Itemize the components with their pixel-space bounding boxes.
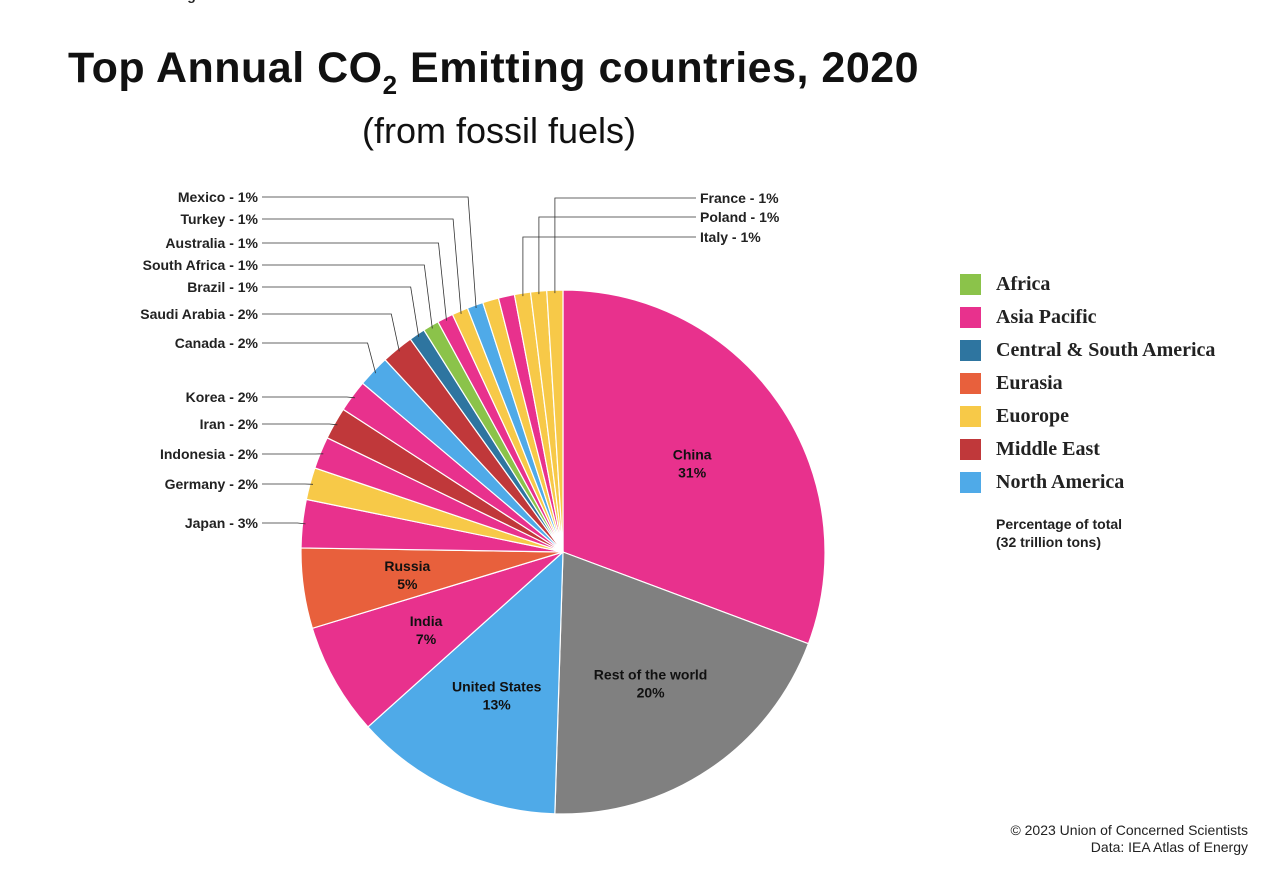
legend-item-asia-pacific: Asia Pacific <box>960 301 1215 334</box>
leader-italy <box>522 236 696 297</box>
slice-china <box>562 289 826 645</box>
callout-saudi-arabia: Saudi Arabia - 2% <box>140 306 258 322</box>
slice-rest-of-the-world <box>554 551 810 815</box>
legend-item-central-south-america: Central & South America <box>960 334 1215 367</box>
slice-label-china: China <box>673 446 712 462</box>
title-subscript: 2 <box>382 70 398 100</box>
legend-swatch-asia-pacific <box>960 307 981 328</box>
callout-turkey: Turkey - 1% <box>180 211 258 227</box>
legend-item-north-america: North America <box>960 466 1215 499</box>
credits: © 2023 Union of Concerned Scientists Dat… <box>1010 822 1248 856</box>
copyright-text: © 2023 Union of Concerned Scientists <box>1010 822 1248 838</box>
callout-japan: Japan - 3% <box>185 515 259 531</box>
legend: Africa Asia Pacific Central & South Americ… <box>960 268 1215 499</box>
leader-france <box>554 197 696 294</box>
slice-value-india: 7% <box>416 631 437 647</box>
note-line-2: (32 trillion tons) <box>996 534 1101 550</box>
chart-subtitle: (from fossil fuels) <box>362 110 637 151</box>
leader-canada <box>262 342 376 374</box>
callout-korea: Korea - 2% <box>186 389 259 405</box>
callout-poland: Poland - 1% <box>700 209 780 225</box>
callout-united-kingdom: United Kingdom - 1% <box>117 0 258 3</box>
callout-germany: Germany - 2% <box>165 476 259 492</box>
legend-label-north-america: North America <box>996 471 1125 493</box>
slice-label-united-states: United States <box>452 679 542 695</box>
leader-brazil <box>262 286 420 337</box>
data-source-text: Data: IEA Atlas of Energy <box>1090 839 1248 855</box>
slice-value-united-states: 13% <box>483 697 512 713</box>
legend-label-asia-pacific: Asia Pacific <box>996 306 1097 328</box>
callout-italy: Italy - 1% <box>700 229 761 245</box>
legend-item-middle-east: Middle East <box>960 433 1215 466</box>
leader-korea <box>262 396 355 399</box>
legend-swatch-euorope <box>960 406 981 427</box>
callout-south-africa: South Africa - 1% <box>143 257 259 273</box>
legend-note: Percentage of total (32 trillion tons) <box>996 515 1122 551</box>
callout-france: France - 1% <box>700 190 779 206</box>
legend-swatch-central-south-america <box>960 340 981 361</box>
leader-poland <box>538 216 696 295</box>
leader-japan <box>262 522 306 525</box>
legend-label-africa: Africa <box>996 273 1051 295</box>
legend-label-eurasia: Eurasia <box>996 372 1063 394</box>
legend-item-africa: Africa <box>960 268 1215 301</box>
legend-label-central-south-america: Central & South America <box>996 339 1216 361</box>
note-line-1: Percentage of total <box>996 516 1123 532</box>
callout-australia: Australia - 1% <box>165 235 258 251</box>
legend-item-eurasia: Eurasia <box>960 367 1215 400</box>
callout-brazil: Brazil - 1% <box>187 279 258 295</box>
slice-india <box>311 551 564 728</box>
slice-value-china: 31% <box>678 464 707 480</box>
callout-vietnam: Vietnam - 1% <box>171 0 258 3</box>
callout-mexico: Mexico - 1% <box>178 189 259 205</box>
slice-label-rest-of-the-world: Rest of the world <box>594 667 708 683</box>
leader-australia <box>262 242 447 321</box>
leader-turkey <box>262 218 462 314</box>
title-suffix: Emitting countries, 2020 <box>397 44 920 92</box>
chart-title: Top Annual CO2 Emitting countries, 2020 <box>68 44 919 101</box>
callout-indonesia: Indonesia - 2% <box>160 446 259 462</box>
legend-swatch-africa <box>960 274 981 295</box>
slice-label-india: India <box>410 613 443 629</box>
legend-swatch-north-america <box>960 472 981 493</box>
callout-iran: Iran - 2% <box>200 416 259 432</box>
title-main: Top Annual CO <box>68 44 383 92</box>
leader-iran <box>262 423 338 426</box>
callout-canada: Canada - 2% <box>175 335 259 351</box>
legend-item-euorope: Euorope <box>960 400 1215 433</box>
slice-united-states <box>367 550 564 815</box>
legend-label-euorope: Euorope <box>996 405 1069 427</box>
leader-south-africa <box>262 264 433 329</box>
legend-swatch-eurasia <box>960 373 981 394</box>
legend-swatch-middle-east <box>960 439 981 460</box>
legend-label-middle-east: Middle East <box>996 438 1100 460</box>
leader-mexico <box>262 196 477 309</box>
slice-label-russia: Russia <box>384 558 430 574</box>
leader-saudi-arabia <box>262 313 400 352</box>
slice-value-rest-of-the-world: 20% <box>637 685 666 701</box>
slice-value-russia: 5% <box>397 576 418 592</box>
